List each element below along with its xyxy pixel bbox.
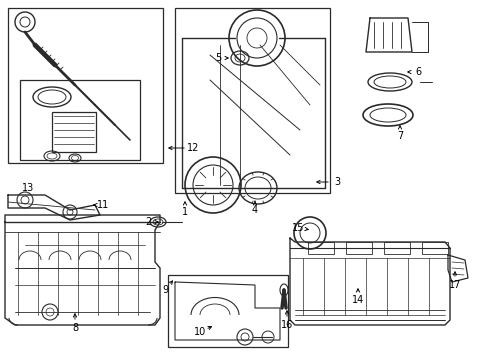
Bar [308,242,334,254]
Text: 3: 3 [334,177,340,187]
Text: 11: 11 [97,200,109,210]
Text: 13: 13 [22,183,34,193]
Text: 10: 10 [194,327,206,337]
Text: 17: 17 [449,280,461,290]
Bar [384,242,410,254]
Bar [8,8,163,163]
Bar [168,275,288,347]
Text: 6: 6 [415,67,421,77]
Text: 8: 8 [72,323,78,333]
Bar [52,112,96,152]
Text: 2: 2 [145,217,151,227]
Text: 16: 16 [281,320,293,330]
Text: 7: 7 [397,131,403,141]
Bar [20,80,140,160]
Text: 5: 5 [215,53,221,63]
Bar [175,8,330,193]
Bar [346,242,372,254]
Text: 1: 1 [182,207,188,217]
Text: 14: 14 [352,295,364,305]
Text: 12: 12 [187,143,199,153]
Text: 4: 4 [252,205,258,215]
Text: 15: 15 [292,223,304,233]
Text: 9: 9 [162,285,168,295]
Bar [422,242,448,254]
